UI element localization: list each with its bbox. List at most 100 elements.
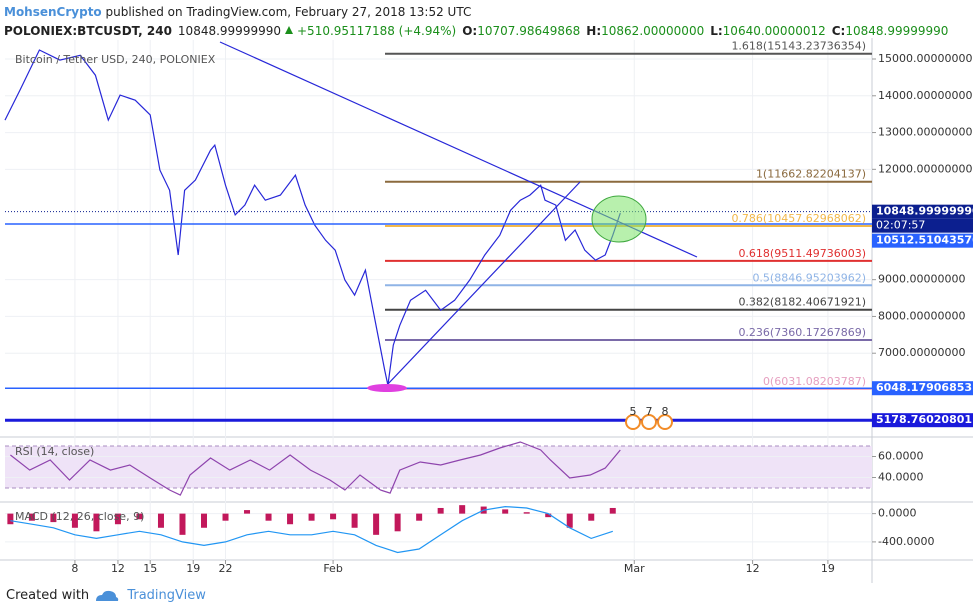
high-label: H: [586,24,602,38]
published: published on TradingView.com, February 2… [105,5,472,19]
fib-label: 1(11662.82204137) [756,168,866,181]
pane-title: Bitcoin / Tether USD, 240, POLONIEX [15,53,216,66]
histogram-bar [93,513,100,532]
y-tick-label: -400.0000 [878,535,934,548]
low-marker [367,384,407,392]
histogram-bar [71,513,78,528]
y-tick-label: 8000.00000000 [878,309,965,322]
symbol: POLONIEX:BTCUSDT, 240 [4,24,172,38]
histogram-bar [222,513,229,521]
histogram-bar [609,507,616,514]
fib-label: 0.618(9511.49736003) [738,247,866,260]
x-tick-label: 12 [746,562,760,575]
event-label: 5 [630,405,637,418]
histogram-bar [394,513,401,532]
fib-label: 0.5(8846.95203962) [752,271,866,284]
countdown: 02:07:57 [876,219,925,232]
x-tick-label: 8 [71,562,78,575]
pane-title: MACD (12, 26, close, 9) [15,510,144,523]
publish-line: MohsenCrypto published on TradingView.co… [4,3,948,22]
fib-label: 1.618(15143.23736354) [731,40,866,53]
event-label: 8 [662,405,669,418]
event-marker [641,414,657,430]
histogram-bar [416,513,423,521]
x-tick-label: 19 [186,562,200,575]
histogram-bar [373,513,380,535]
histogram-bar [308,513,315,521]
created-with: Created with [6,588,90,603]
open: 10707.98649868 [477,24,581,38]
close: 10848.99999990 [845,24,949,38]
event-label: 7 [646,405,653,418]
footer: Created with TradingView [6,588,206,603]
y-tick-label: 15000.00000000 [878,52,972,65]
x-tick-label: Feb [323,562,342,575]
low-label: L: [710,24,723,38]
close-label: C: [831,24,846,38]
pane-title: RSI (14, close) [15,445,94,458]
histogram-bar [566,513,573,528]
x-tick-label: 19 [821,562,835,575]
y-tick-label: 14000.00000000 [878,89,972,102]
price-label: 10512.51043576 [876,234,973,247]
histogram-bar [459,505,466,514]
change: +510.95117188 (+4.94%) [297,24,457,38]
price-label-box [872,204,973,219]
highlight-ellipse [591,195,647,243]
trend-line [386,181,581,386]
price-label: 5178.76020801 [876,413,972,426]
publisher: MohsenCrypto [4,5,102,19]
y-tick-label: 60.0000 [878,449,924,462]
histogram-bar [136,513,143,520]
series-line [4,49,621,386]
histogram-bar [502,509,509,514]
event-marker [625,414,641,430]
high: 10862.00000000 [601,24,705,38]
histogram-bar [179,513,186,535]
x-tick-label: 22 [219,562,233,575]
histogram-bar [265,513,272,521]
y-tick-label: 9000.00000000 [878,273,965,286]
x-tick-label: 12 [111,562,125,575]
histogram-bar [330,513,337,520]
histogram-bar [50,513,57,523]
x-tick-label: 15 [143,562,157,575]
x-tick-label: Mar [624,562,645,575]
price-label: 6048.17906853 [876,381,972,394]
series-line [10,441,621,496]
histogram-bar [287,513,294,525]
y-tick-label: 0.0000 [878,507,917,520]
y-tick-label: 7000.00000000 [878,346,965,359]
histogram-bar [7,513,14,525]
up-arrow [285,26,293,34]
y-tick-label: 12000.00000000 [878,162,972,175]
histogram-bar [28,513,35,521]
brand: TradingView [127,588,206,603]
fib-label: 0.382(8182.40671921) [738,296,866,309]
countdown-box [872,218,973,233]
header: MohsenCrypto published on TradingView.co… [4,3,948,41]
event-marker [657,414,673,430]
series-line [10,505,613,554]
y-tick-label: 40.0000 [878,471,924,484]
histogram-bar [437,507,444,514]
histogram-bar [523,512,530,514]
price-label-box [872,381,973,396]
histogram-bar [114,513,121,525]
histogram-bar [201,513,208,528]
fib-label: 0.786(10457.62968062) [731,212,866,225]
open-label: O: [462,24,478,38]
price-label-box [872,413,973,428]
fib-label: 0.236(7360.17267869) [738,326,866,339]
histogram-bar [545,513,552,518]
price-label: 10848.99999990 [876,205,973,218]
price-label-box [872,233,973,248]
histogram-bar [244,510,251,514]
y-tick-label: 13000.00000000 [878,126,972,139]
rsi-band [5,445,872,489]
quote-line: POLONIEX:BTCUSDT, 240 10848.99999990 +510.… [4,22,948,41]
fib-label: 0(6031.08203787) [763,375,866,388]
histogram-bar [157,513,164,528]
